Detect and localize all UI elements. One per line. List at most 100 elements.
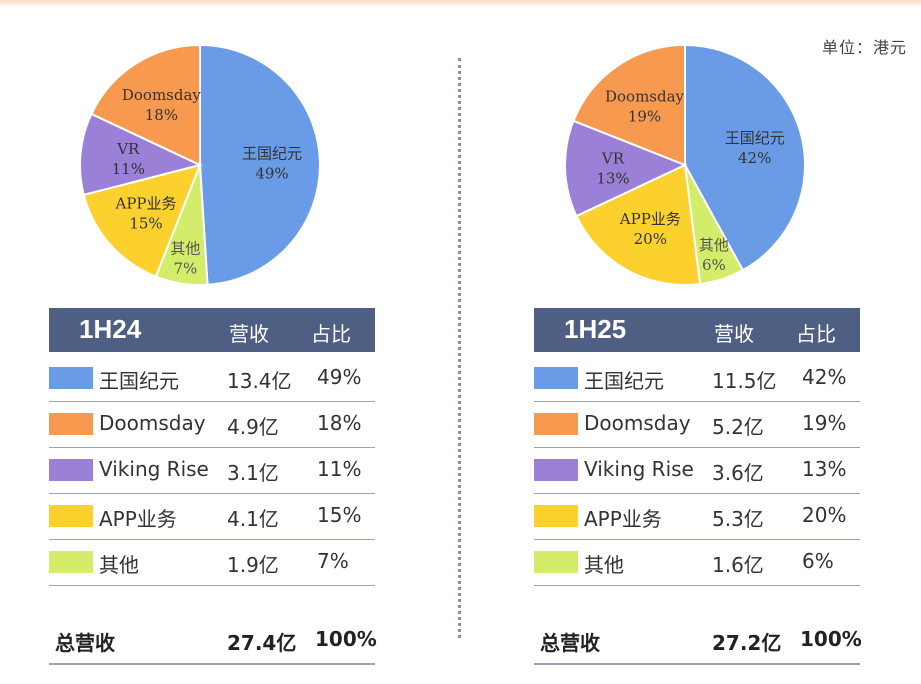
row-name: 王国纪元 (99, 369, 179, 393)
total-revenue: 27.4亿 (227, 631, 297, 655)
row-revenue: 4.1亿 (227, 507, 279, 531)
slice-label: 王国纪元 (242, 145, 302, 163)
total-row: 总营收 27.2亿 100% (534, 615, 862, 665)
row-share: 13% (802, 457, 847, 481)
legend-swatch (534, 551, 578, 573)
total-label: 总营收 (55, 631, 115, 655)
row-name: Doomsday (584, 411, 691, 435)
pie-slice-kingdom (199, 43, 321, 286)
total-share: 100% (800, 627, 862, 651)
slice-percent-label: 7% (174, 259, 198, 277)
slice-percent-label: 18% (145, 106, 178, 124)
row-name: 王国纪元 (584, 369, 664, 393)
pie-chart-1h24: 王国纪元 49% 其他 7% APP业务 15% VR 11% Doomsday 18% (79, 43, 321, 286)
legend-swatch (49, 459, 93, 481)
legend-swatch (534, 459, 578, 481)
panel-1h25: 王国纪元 42% 其他 6% APP业务 20% VR 13% Doomsday 19% 1H25… (530, 0, 862, 684)
period-label: 1H25 (564, 314, 627, 344)
slice-percent-label: 42% (738, 149, 771, 167)
row-revenue: 3.6亿 (712, 461, 764, 485)
unit-label: 单位：港元 (821, 38, 907, 57)
row-revenue: 3.1亿 (227, 461, 279, 485)
slice-percent-label: 13% (596, 169, 629, 187)
legend-swatch (534, 367, 578, 389)
row-revenue: 5.3亿 (712, 507, 764, 531)
total-share: 100% (315, 627, 377, 651)
table-row: Viking Rise 3.6亿 13% (534, 447, 860, 494)
pie-slice-app (575, 163, 702, 286)
total-row: 总营收 27.4亿 100% (49, 615, 377, 665)
legend-swatch (49, 367, 93, 389)
table-row: Doomsday 5.2亿 19% (534, 401, 860, 448)
row-revenue: 13.4亿 (227, 369, 292, 393)
row-name: Viking Rise (99, 457, 209, 481)
period-label: 1H24 (79, 314, 142, 344)
row-share: 15% (317, 503, 362, 527)
pie-slice-doomsday (90, 43, 201, 167)
row-revenue: 4.9亿 (227, 415, 279, 439)
row-name: 其他 (584, 553, 624, 577)
row-name: APP业务 (99, 507, 177, 531)
table-row: APP业务 5.3亿 20% (534, 493, 860, 540)
pie-slice-vr (79, 112, 203, 197)
top-accent-band (0, 0, 921, 8)
column-header-share: 占比 (796, 322, 836, 346)
legend-swatch (49, 505, 93, 527)
row-name: APP业务 (584, 507, 662, 531)
slice-label: 其他 (699, 236, 729, 254)
pie-slice-vr (564, 119, 688, 218)
slice-label: Doomsday (605, 88, 685, 106)
slice-percent-label: 11% (112, 160, 145, 178)
table-header: 1H24 营收 占比 (49, 308, 375, 352)
slice-label: APP业务 (619, 210, 681, 228)
panel-1h24: 王国纪元 49% 其他 7% APP业务 15% VR 11% Doomsday 18% 1H24… (45, 0, 377, 684)
legend-swatch (49, 551, 93, 573)
row-name: Viking Rise (584, 457, 694, 481)
slice-percent-label: 19% (628, 108, 661, 126)
pie-slice-app (82, 163, 202, 278)
slice-label: Doomsday (122, 86, 202, 104)
row-share: 7% (317, 549, 349, 573)
row-revenue: 5.2亿 (712, 415, 764, 439)
table-row: 王国纪元 11.5亿 42% (534, 355, 860, 402)
row-name: Doomsday (99, 411, 206, 435)
pie-slice-doomsday (572, 43, 686, 167)
total-revenue: 27.2亿 (712, 631, 782, 655)
row-name: 其他 (99, 553, 139, 577)
pie-slice-kingdom (684, 43, 806, 272)
slice-label: APP业务 (114, 195, 176, 213)
table-row: Viking Rise 3.1亿 11% (49, 447, 375, 494)
total-label: 总营收 (540, 631, 600, 655)
slice-percent-label: 49% (255, 165, 288, 183)
slice-percent-label: 15% (129, 215, 162, 233)
row-share: 49% (317, 365, 362, 389)
table-row: APP业务 4.1亿 15% (49, 493, 375, 540)
column-header-share: 占比 (311, 322, 351, 346)
slice-label: 其他 (170, 239, 200, 257)
row-revenue: 1.6亿 (712, 553, 764, 577)
pie-chart-1h25: 王国纪元 42% 其他 6% APP业务 20% VR 13% Doomsday 19% (564, 43, 806, 286)
column-header-revenue: 营收 (714, 322, 754, 346)
slice-percent-label: 20% (634, 230, 667, 248)
slice-label: VR (601, 149, 625, 167)
table-row: 其他 1.6亿 6% (534, 539, 860, 586)
table-row: 王国纪元 13.4亿 49% (49, 355, 375, 402)
row-share: 18% (317, 411, 362, 435)
row-revenue: 11.5亿 (712, 369, 777, 393)
row-share: 19% (802, 411, 847, 435)
column-header-revenue: 营收 (229, 322, 269, 346)
panel-divider (458, 58, 461, 638)
row-share: 20% (802, 503, 847, 527)
row-revenue: 1.9亿 (227, 553, 279, 577)
legend-swatch (534, 413, 578, 435)
row-share: 11% (317, 457, 362, 481)
row-share: 6% (802, 549, 834, 573)
table-header: 1H25 营收 占比 (534, 308, 860, 352)
row-share: 42% (802, 365, 847, 389)
slice-percent-label: 6% (702, 256, 726, 274)
legend-swatch (534, 505, 578, 527)
slice-label: VR (116, 140, 140, 158)
legend-swatch (49, 413, 93, 435)
table-row: Doomsday 4.9亿 18% (49, 401, 375, 448)
slice-label: 王国纪元 (725, 129, 785, 147)
